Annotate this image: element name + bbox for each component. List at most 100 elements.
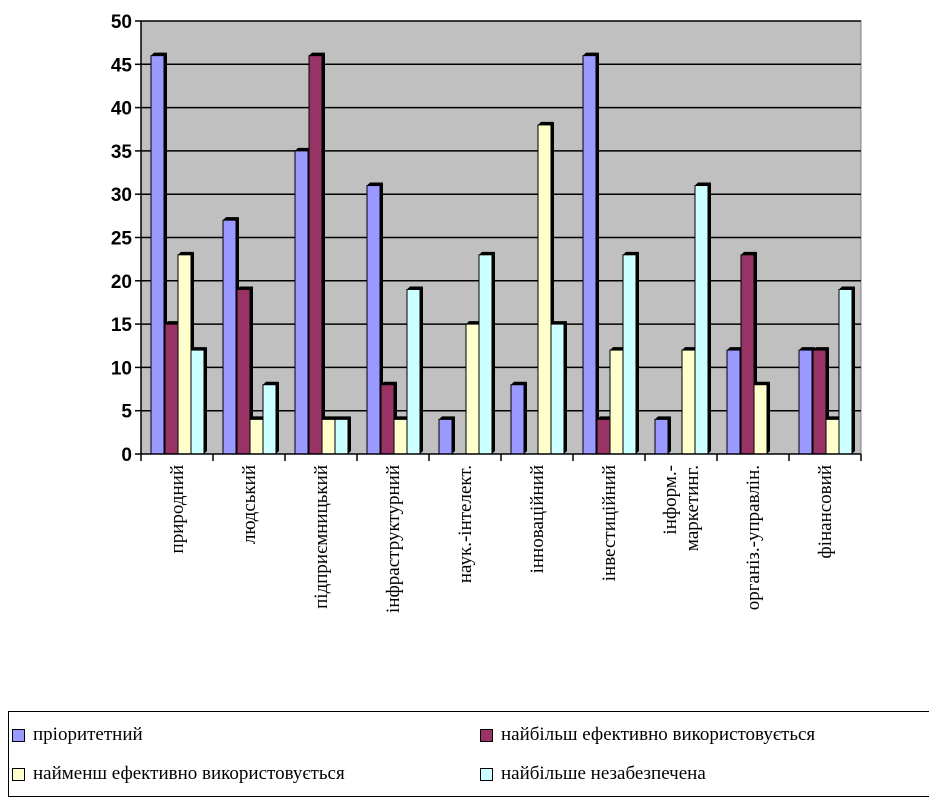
bar-top-edge bbox=[583, 52, 599, 56]
bar-side-edge bbox=[276, 381, 279, 454]
y-tick-label: 25 bbox=[111, 229, 133, 250]
bar-top-edge bbox=[237, 286, 253, 290]
bar-side-edge bbox=[348, 416, 351, 454]
bar-top-edge bbox=[178, 251, 194, 255]
bar-top-edge bbox=[538, 121, 554, 125]
bar-side-edge bbox=[492, 251, 495, 454]
bar bbox=[510, 384, 525, 455]
bar-top-edge bbox=[250, 416, 266, 420]
bar-side-edge bbox=[250, 286, 253, 454]
bar bbox=[406, 288, 421, 455]
legend-swatch-unsecured bbox=[480, 767, 493, 781]
bar bbox=[478, 254, 493, 455]
bar bbox=[681, 349, 696, 455]
x-axis: природний людський підприємницький інфрастр… bbox=[140, 453, 862, 613]
bar-top-edge bbox=[466, 321, 482, 325]
bar bbox=[249, 418, 264, 455]
bar-top-edge bbox=[655, 416, 671, 420]
x-tick-label: інформ.- bbox=[660, 465, 681, 535]
bar-side-edge bbox=[322, 52, 325, 454]
x-tick-label: наук.-інтелект. bbox=[455, 465, 476, 583]
x-tick-label: організ.-управлін. bbox=[743, 465, 764, 610]
x-tick-label: людський bbox=[239, 465, 260, 544]
bar-side-edge bbox=[668, 416, 671, 454]
bar bbox=[465, 323, 480, 455]
bars bbox=[150, 52, 855, 455]
y-tick-label: 20 bbox=[111, 272, 132, 293]
bar bbox=[334, 418, 349, 455]
bar bbox=[236, 288, 251, 455]
bar-top-edge bbox=[223, 217, 239, 221]
bar-top-edge bbox=[394, 416, 410, 420]
bar bbox=[164, 323, 179, 455]
bar-top-edge bbox=[479, 251, 495, 255]
bar-top-edge bbox=[610, 347, 626, 351]
bar-top-edge bbox=[511, 381, 527, 385]
bar bbox=[366, 185, 381, 455]
legend-label-least-effective: найменш ефективно використовується bbox=[33, 763, 345, 784]
y-tick-label: 15 bbox=[111, 315, 133, 336]
bar-top-edge bbox=[335, 416, 351, 420]
bar bbox=[537, 124, 552, 455]
bar-side-edge bbox=[636, 251, 639, 454]
bar bbox=[726, 349, 741, 455]
bar-top-edge bbox=[407, 286, 423, 290]
bar bbox=[308, 55, 323, 455]
bar bbox=[438, 418, 453, 455]
bar-top-edge bbox=[623, 251, 639, 255]
y-tick-label: 0 bbox=[121, 445, 132, 466]
bar bbox=[609, 349, 624, 455]
x-tick-label: маркетинг. bbox=[682, 465, 703, 551]
bar bbox=[582, 55, 597, 455]
bar-top-edge bbox=[754, 381, 770, 385]
bar bbox=[753, 384, 768, 455]
y-axis: 0 5 10 15 20 25 30 35 40 45 50 bbox=[111, 12, 142, 466]
y-tick-label: 10 bbox=[111, 358, 132, 379]
bar-side-edge bbox=[524, 381, 527, 454]
legend-label-most-effective: найбільш ефективно використовується bbox=[501, 724, 816, 745]
bar bbox=[294, 150, 309, 455]
bar-top-edge bbox=[813, 347, 829, 351]
legend-item-most-effective: найбільш ефективно використовується bbox=[480, 723, 815, 747]
bar bbox=[740, 254, 755, 455]
bar-side-edge bbox=[420, 286, 423, 454]
y-tick-label: 45 bbox=[111, 55, 133, 76]
bar-top-edge bbox=[165, 321, 181, 325]
bar-side-edge bbox=[452, 416, 455, 454]
bar bbox=[798, 349, 813, 455]
y-tick-label: 40 bbox=[111, 99, 132, 120]
bar-side-edge bbox=[564, 321, 567, 454]
bar-top-edge bbox=[741, 251, 757, 255]
bar bbox=[622, 254, 637, 455]
bar-top-edge bbox=[799, 347, 815, 351]
bar bbox=[550, 323, 565, 455]
bar-side-edge bbox=[852, 286, 855, 454]
x-tick-label: фінансовий bbox=[815, 465, 836, 559]
bar bbox=[393, 418, 408, 455]
bar-top-edge bbox=[826, 416, 842, 420]
bar-top-edge bbox=[695, 182, 711, 186]
bar-side-edge bbox=[767, 381, 770, 454]
y-tick-label: 30 bbox=[111, 185, 132, 206]
bar-top-edge bbox=[322, 416, 338, 420]
bar bbox=[321, 418, 336, 455]
bar bbox=[380, 384, 395, 455]
legend: пріоритетний найбільш ефективно використ… bbox=[8, 711, 929, 797]
legend-label-unsecured: найбільше незабезпечена bbox=[501, 763, 706, 784]
bar bbox=[596, 418, 611, 455]
bar-top-edge bbox=[597, 416, 613, 420]
bar bbox=[825, 418, 840, 455]
bar-top-edge bbox=[263, 381, 279, 385]
legend-swatch-priority bbox=[12, 728, 25, 742]
bar-side-edge bbox=[204, 347, 207, 454]
y-tick-label: 5 bbox=[121, 402, 132, 423]
bar-top-edge bbox=[727, 347, 743, 351]
y-tick-label: 50 bbox=[111, 12, 132, 33]
bar-top-edge bbox=[295, 147, 311, 151]
legend-item-least-effective: найменш ефективно використовується bbox=[12, 762, 345, 786]
bar-top-edge bbox=[367, 182, 383, 186]
x-tick-label: інвестиційний bbox=[599, 465, 620, 581]
bar bbox=[838, 288, 853, 455]
bar bbox=[812, 349, 827, 455]
x-tick-label: підприємницький bbox=[311, 465, 332, 609]
